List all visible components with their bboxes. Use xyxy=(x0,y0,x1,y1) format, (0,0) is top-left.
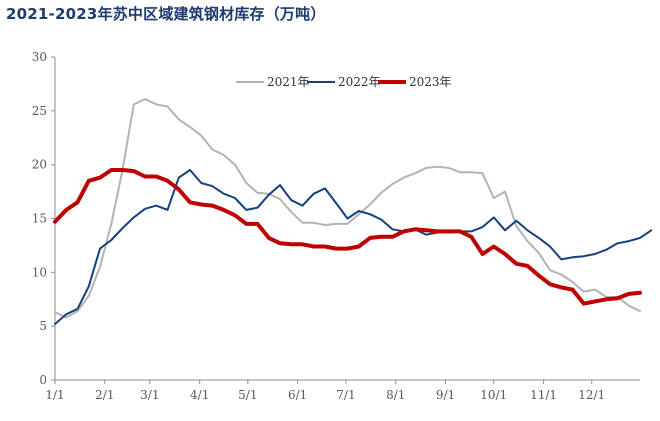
x-tick-label: 3/1 xyxy=(140,388,159,402)
y-tick-label: 25 xyxy=(32,104,47,118)
x-tick-label: 1/1 xyxy=(45,388,64,402)
x-tick-label: 8/1 xyxy=(386,388,405,402)
x-tick-label: 4/1 xyxy=(190,388,209,402)
y-tick-label: 0 xyxy=(39,373,47,387)
y-tick-label: 15 xyxy=(32,212,47,226)
y-tick-label: 5 xyxy=(39,319,47,333)
chart-title: 2021-2023年苏中区域建筑钢材库存（万吨） xyxy=(6,5,326,23)
x-tick-label: 5/1 xyxy=(238,388,257,402)
legend-label: 2022年 xyxy=(338,75,381,89)
legend-label: 2023年 xyxy=(409,75,452,89)
chart-legend: 2021年 2022年 2023年 xyxy=(236,75,452,89)
x-tick-label: 10/1 xyxy=(480,388,507,402)
chart-axes: 0 5 10 15 20 25 30 1/1 2/1 3/1 4/1 5/1 6/1 7/1 8/1 9/1 1… xyxy=(32,50,640,402)
x-tick-label: 11/1 xyxy=(530,388,557,402)
x-tick-label: 6/1 xyxy=(288,388,307,402)
series-line-2 xyxy=(54,169,653,325)
y-tick-label: 10 xyxy=(32,265,47,279)
legend-label: 2021年 xyxy=(267,75,310,89)
series-line-1 xyxy=(54,98,641,319)
y-tick-label: 20 xyxy=(32,158,47,172)
y-tick-label: 30 xyxy=(32,50,47,64)
series-line-3 xyxy=(53,168,642,306)
x-tick-label: 12/1 xyxy=(578,388,605,402)
x-tick-label: 7/1 xyxy=(336,388,355,402)
x-tick-label: 9/1 xyxy=(436,388,455,402)
x-tick-label: 2/1 xyxy=(95,388,114,402)
chart-series-layer xyxy=(53,98,653,325)
